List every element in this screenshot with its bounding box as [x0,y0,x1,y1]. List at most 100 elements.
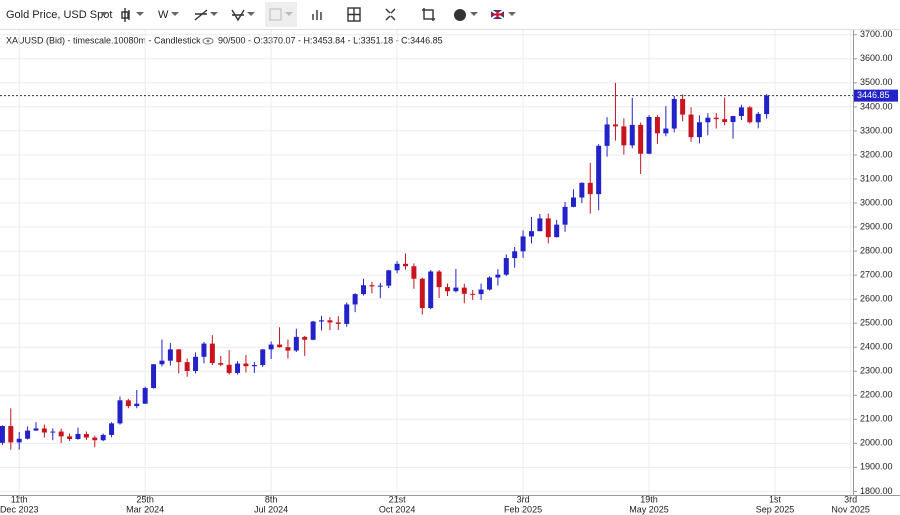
instrument-selector[interactable]: Gold Price, USD Spot [6,9,112,21]
candle-body [361,285,367,295]
candle [25,426,31,440]
candle [478,283,484,300]
candle [243,354,249,373]
candle [730,115,736,139]
candle-body [125,400,131,407]
candle [604,117,610,157]
candle-body [680,98,686,115]
candle [67,433,73,441]
candle-body [243,363,249,367]
candle [209,335,215,366]
candle [520,230,526,258]
candle-body [528,231,534,237]
candle [436,270,442,298]
candle [8,408,14,450]
trend-tool-button[interactable] [231,9,255,22]
fullscreen-button[interactable] [385,8,396,21]
candle [109,422,115,438]
candle-body [545,218,551,238]
chart-type-button[interactable] [121,8,144,22]
y-tick-label: 2200.00 [860,390,893,400]
candle-body [713,117,719,120]
interval-selector[interactable]: W [158,9,169,21]
candle [100,433,106,442]
candle [470,290,476,300]
candle-body [285,347,291,351]
candle [193,352,199,374]
candle-body [755,113,761,123]
y-tick-label: 2400.00 [860,342,893,352]
candle-body [738,107,744,117]
candle [293,328,299,353]
candle [75,427,81,440]
candle [302,335,308,356]
candle [184,358,190,377]
language-button[interactable] [490,9,516,20]
theme-button[interactable] [454,9,478,21]
candle-body [663,128,669,134]
candle [713,112,719,129]
candle [671,95,677,133]
candle [444,283,450,297]
candle-body [562,206,568,225]
dropdown-arrow[interactable] [100,12,108,16]
candle-body [260,349,266,365]
line-tool-button[interactable] [194,9,218,21]
candle [352,293,358,313]
candle [528,216,534,244]
candle [596,144,602,211]
candle-body [16,438,22,443]
candle [226,350,232,375]
toolbar: Gold Price, USD Spot W [0,0,900,30]
candle [386,269,392,289]
candle [579,182,585,204]
color-button[interactable] [265,2,297,27]
candle-body [470,293,476,295]
candle-body [403,263,409,267]
y-tick-label: 2500.00 [860,318,893,328]
layout-button[interactable] [347,7,361,22]
candle-body [67,436,73,440]
candle [251,362,257,373]
indicators-button[interactable] [312,10,322,20]
candle [764,93,770,119]
candle [411,263,417,289]
dropdown-arrow[interactable] [171,12,179,16]
x-tick-label: Oct 2024 [379,504,416,514]
crop-button[interactable] [422,8,435,21]
y-tick-label: 3200.00 [860,149,893,159]
candle-body [327,320,333,323]
candle [167,342,173,366]
candle [705,113,711,136]
candle-body [369,285,375,287]
candle [369,281,375,294]
candle-body [100,434,106,441]
y-tick-label: 2600.00 [860,294,893,304]
candle-body [142,388,148,404]
candle [512,247,518,268]
candle-body [159,360,165,365]
candle [403,253,409,270]
candle-body [151,364,157,389]
y-tick-label: 3000.00 [860,197,893,207]
candle-body [184,362,190,371]
y-tick-label: 2700.00 [860,269,893,279]
candle-body [696,122,702,138]
candle [335,316,341,330]
candle-body [520,236,526,252]
candle [344,302,350,327]
candle [134,389,140,409]
candle-body [344,304,350,324]
candle-body [596,145,602,195]
candle [663,106,669,137]
candle [92,435,98,448]
visibility-icon[interactable] [202,37,214,45]
x-tick-label: 1st [769,494,782,504]
candle [151,364,157,389]
candle-body [193,356,199,371]
candle [570,189,576,208]
candle-body [461,287,467,294]
candle [50,428,56,441]
candle [688,107,694,142]
candle [755,111,761,129]
